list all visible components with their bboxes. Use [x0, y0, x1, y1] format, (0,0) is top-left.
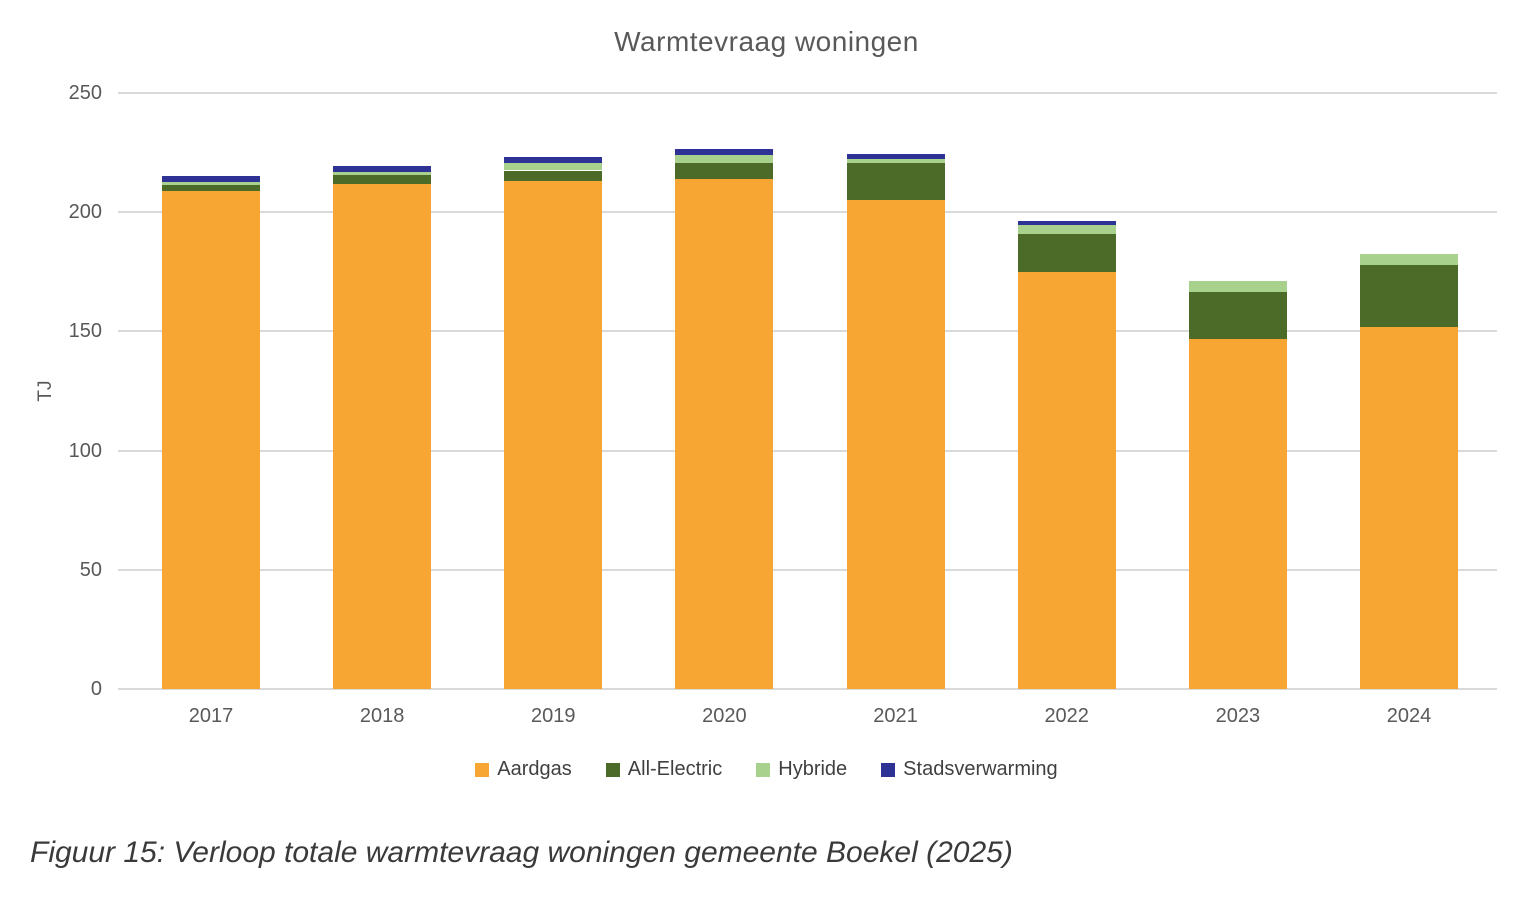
x-axis-label-2019: 2019	[531, 705, 576, 727]
legend-label-stadsverwarming: Stadsverwarming	[903, 758, 1058, 780]
bar-segment-aardgas-2017	[162, 190, 260, 689]
legend-label-all-electric: All-Electric	[627, 758, 723, 780]
y-tick-label-0: 0	[90, 678, 102, 700]
chart-title: Warmtevraag woningen	[614, 26, 919, 57]
bar-segment-stadsverwarming-2022	[1017, 220, 1116, 226]
y-tick-label-150: 150	[68, 320, 102, 343]
bar-segment-hybride-2020	[675, 154, 774, 164]
bar-segment-hybride-2021	[846, 158, 945, 164]
bar-segment-all-electric-2020	[675, 163, 774, 179]
legend-swatch-hybride-icon	[756, 762, 771, 777]
y-tick-label-200: 200	[68, 201, 102, 224]
bar-segment-aardgas-2020	[675, 178, 774, 689]
bar-segment-hybride-2017	[162, 182, 260, 185]
bar-segment-aardgas-2024	[1359, 326, 1458, 689]
bar-segment-hybride-2019	[504, 163, 603, 171]
gridline-250	[118, 92, 1497, 94]
bar-segment-stadsverwarming-2020	[675, 149, 774, 155]
bar-segment-aardgas-2019	[504, 181, 603, 689]
y-tick-label-100: 100	[68, 439, 102, 462]
bar-segment-hybride-2022	[1017, 225, 1116, 234]
x-axis-label-2017: 2017	[188, 705, 234, 727]
bar-segment-stadsverwarming-2021	[846, 153, 945, 159]
legend-item-stadsverwarming: Stadsverwarming	[881, 758, 1058, 781]
x-axis-label-2021: 2021	[873, 705, 918, 727]
plot-area: 0 50 100 150 200 250 2017 2018 2019 2020 2021 2022 2…	[69, 82, 1497, 727]
gridline-150	[118, 330, 1497, 333]
bar-segment-stadsverwarming-2017	[162, 176, 260, 183]
gridline-0	[118, 688, 1497, 690]
bar-segment-stadsverwarming-2019	[504, 157, 603, 164]
x-axis-label-2018: 2018	[359, 705, 405, 727]
bar-segment-aardgas-2021	[846, 200, 945, 689]
legend-swatch-aardgas-icon	[475, 762, 490, 777]
figure-caption: Figuur 15: Verloop totale warmtevraag wo…	[30, 836, 1013, 869]
legend-item-all-electric: All-Electric	[605, 758, 723, 781]
bar-segment-all-electric-2017	[162, 184, 260, 191]
bar-segment-all-electric-2018	[333, 175, 432, 184]
legend-item-aardgas: Aardgas	[475, 758, 572, 781]
bar-segment-aardgas-2023	[1188, 338, 1287, 689]
bar-segment-hybride-2023	[1188, 281, 1287, 293]
x-axis-label-2022: 2022	[1044, 705, 1089, 727]
x-axis-label-2024: 2024	[1386, 705, 1432, 727]
legend-item-hybride: Hybride	[756, 758, 847, 781]
legend-label-aardgas: Aardgas	[497, 758, 572, 780]
legend-swatch-stadsverwarming-icon	[881, 762, 896, 777]
y-axis-title: TJ	[35, 380, 56, 402]
bar-segment-all-electric-2023	[1188, 292, 1287, 339]
gridline-50	[118, 568, 1497, 571]
gridline-200	[118, 211, 1497, 214]
bar-segment-all-electric-2022	[1017, 233, 1116, 272]
bar-segment-all-electric-2021	[846, 163, 945, 201]
bar-segment-stadsverwarming-2018	[333, 165, 432, 172]
legend: Aardgas All-Electric Hybride Stadsverwarmin…	[0, 758, 1533, 781]
x-axis-label-2023: 2023	[1215, 705, 1261, 727]
legend-swatch-all-electric-icon	[605, 762, 620, 777]
x-axis-label-2020: 2020	[702, 705, 747, 727]
bar-segment-hybride-2024	[1359, 253, 1458, 265]
bar-segment-aardgas-2022	[1017, 271, 1116, 689]
legend-label-hybride: Hybride	[778, 758, 848, 780]
gridline-100	[118, 449, 1497, 452]
bar-segment-aardgas-2018	[333, 183, 432, 689]
bar-segment-hybride-2018	[333, 171, 432, 176]
y-tick-label-50: 50	[79, 558, 102, 581]
y-tick-label-250: 250	[68, 82, 102, 104]
bar-segment-all-electric-2024	[1359, 264, 1458, 327]
bar-segment-all-electric-2019	[504, 170, 603, 182]
